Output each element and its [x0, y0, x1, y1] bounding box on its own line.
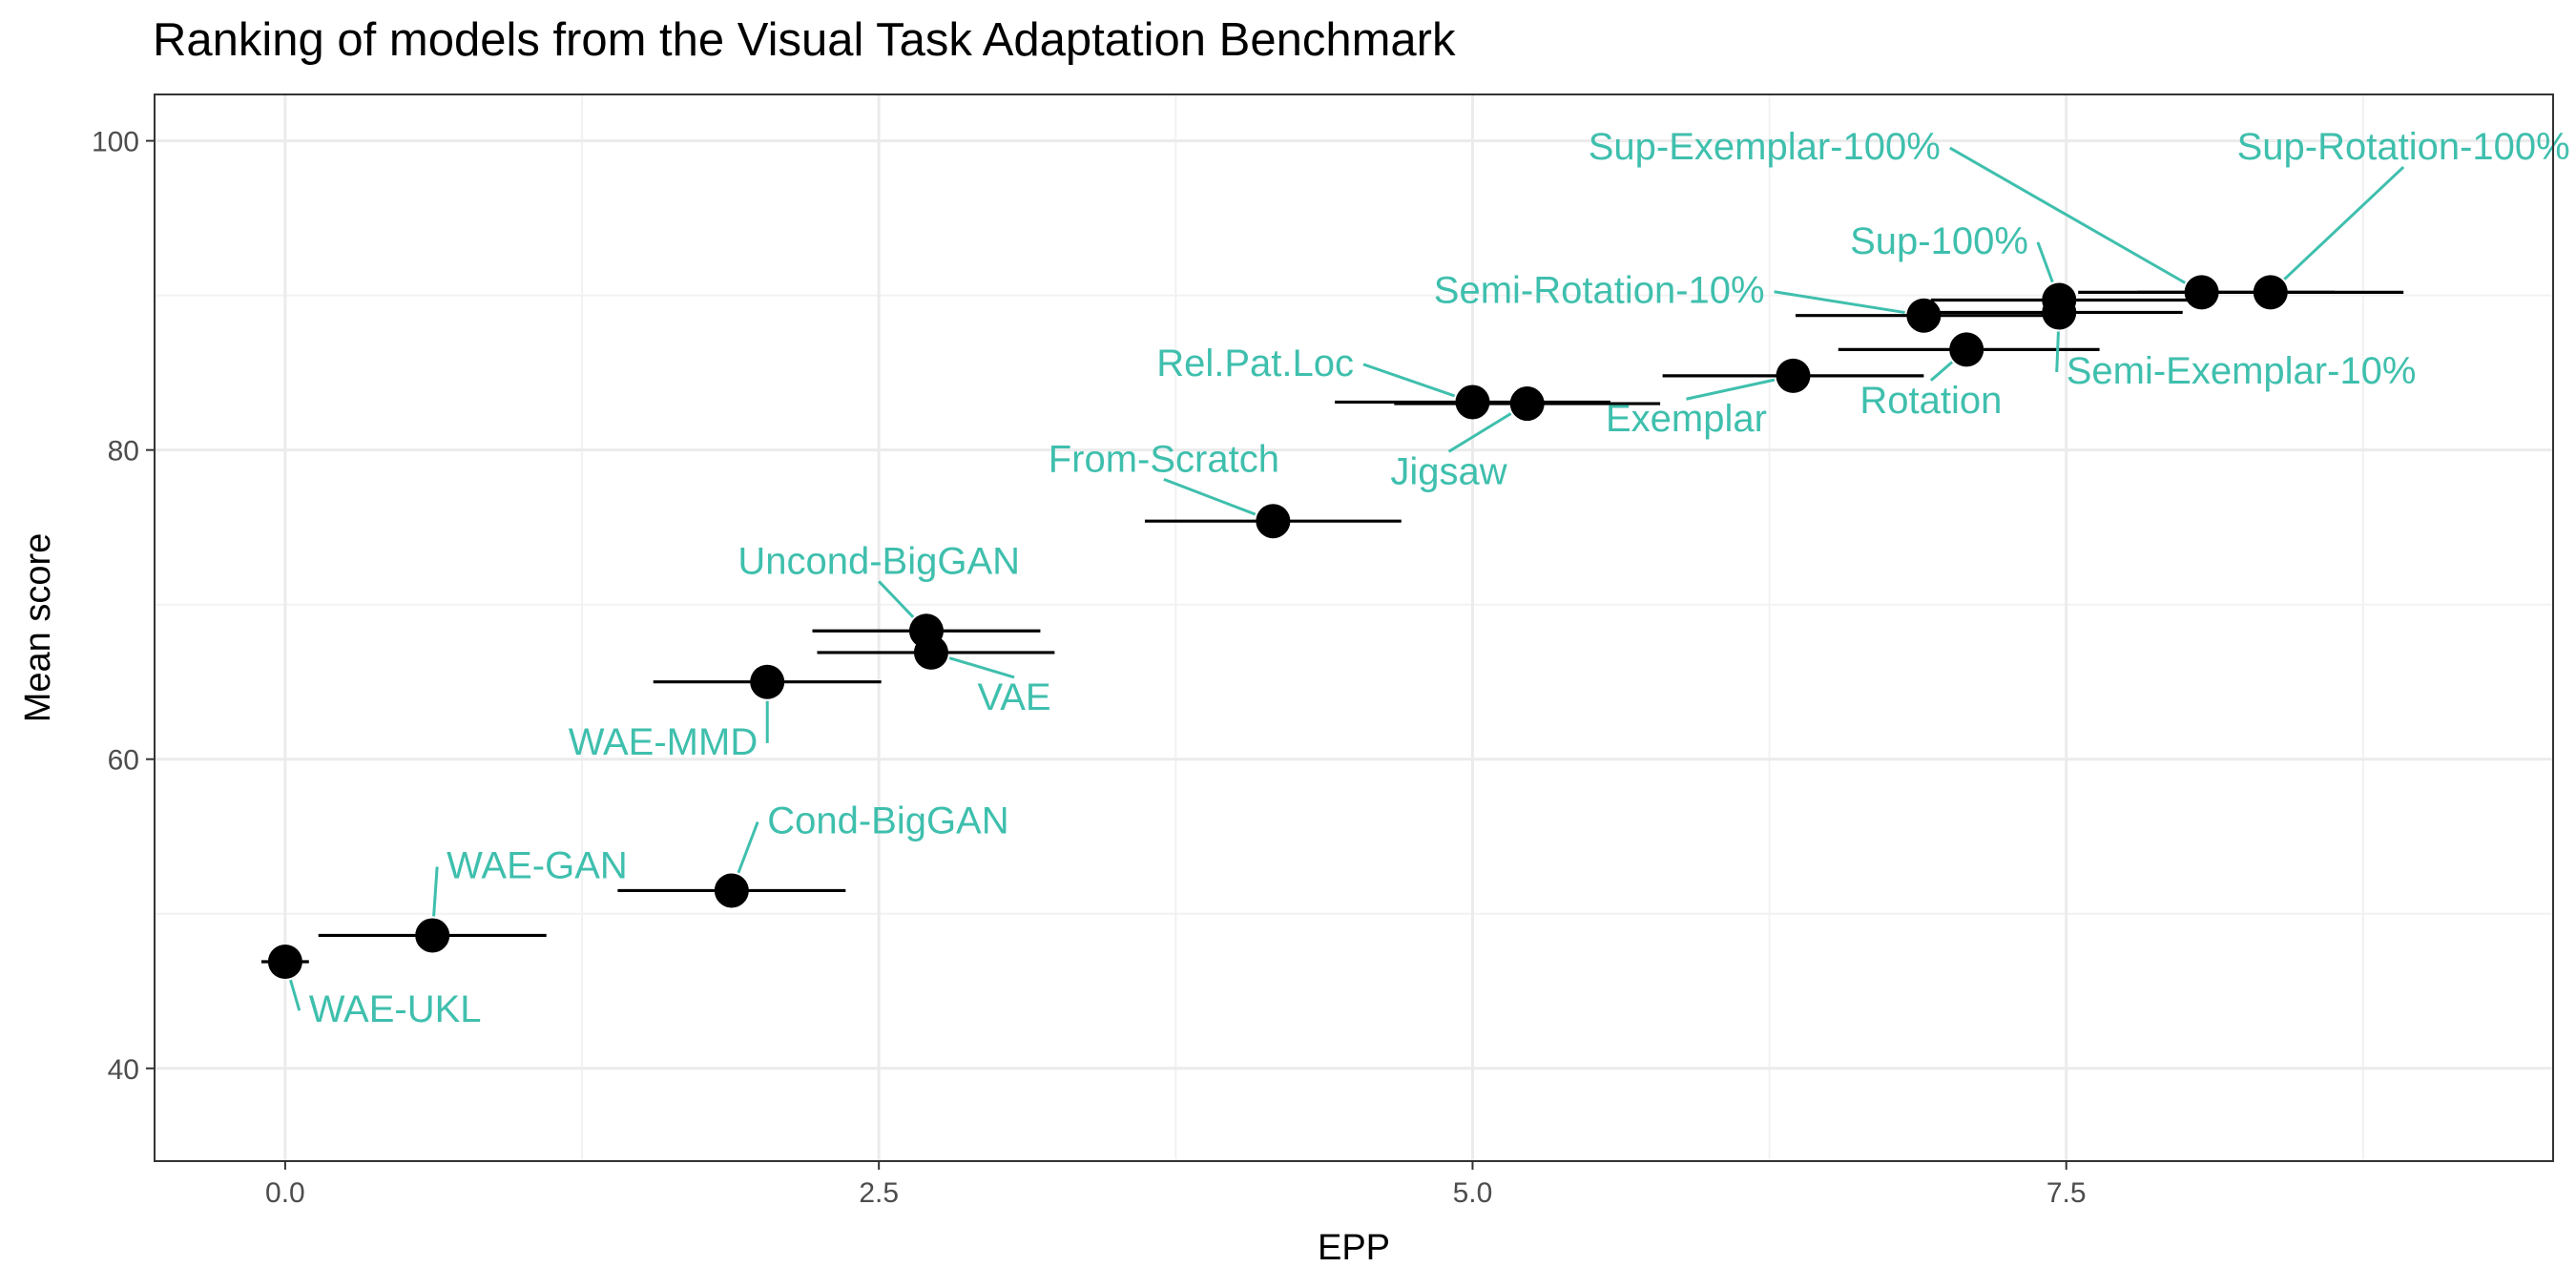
data-point	[415, 918, 450, 953]
data-point	[750, 664, 785, 699]
data-point	[1256, 504, 1291, 539]
leader-line	[289, 979, 301, 1011]
leader-line	[737, 821, 759, 874]
point-label: Cond-BigGAN	[767, 800, 1008, 841]
point-label: WAE-MMD	[569, 721, 758, 763]
y-tick-label: 40	[108, 1054, 139, 1086]
data-point	[913, 634, 948, 670]
data-point	[2184, 275, 2219, 310]
data-point	[267, 944, 302, 979]
leader-line	[1447, 412, 1512, 453]
point-label: From-Scratch	[1049, 438, 1279, 480]
point-label: Uncond-BigGAN	[737, 540, 1020, 582]
data-point	[2253, 275, 2288, 310]
plot-background	[155, 94, 2553, 1161]
point-label: Semi-Rotation-10%	[1434, 270, 1765, 312]
x-axis-title: EPP	[1318, 1228, 1390, 1268]
leader-line-layer	[289, 146, 2405, 1011]
x-axis: 0.0 2.5 5.0 7.5	[265, 1161, 2087, 1209]
point-label: Rotation	[1859, 380, 2002, 422]
point-label: Exemplar	[1606, 398, 1767, 440]
point-label: Jigsaw	[1390, 450, 1506, 492]
y-axis-title: Mean score	[18, 533, 58, 723]
leader-line	[2283, 165, 2405, 280]
y-tick-label: 60	[108, 745, 139, 777]
point-label: WAE-UKL	[309, 988, 482, 1030]
leader-line	[1362, 363, 1456, 398]
y-tick-label: 100	[92, 127, 139, 158]
chart-title: Ranking of models from the Visual Task A…	[153, 14, 1456, 66]
point-label: WAE-GAN	[447, 844, 628, 886]
x-tick-label: 5.0	[1453, 1177, 1493, 1209]
point-label: Sup-Rotation-100%	[2237, 126, 2570, 168]
data-point	[1509, 386, 1545, 422]
point-layer	[267, 275, 2288, 979]
y-tick-label: 80	[108, 436, 139, 467]
leader-line	[878, 580, 915, 618]
leader-line	[1929, 361, 1954, 382]
leader-line	[1686, 378, 1776, 401]
point-label: VAE	[978, 676, 1051, 718]
point-label: Sup-Exemplar-100%	[1589, 126, 1941, 168]
plot-panel-border	[154, 93, 2554, 1162]
leader-line	[2055, 331, 2060, 373]
x-tick-label: 0.0	[265, 1177, 305, 1209]
y-axis: 40 60 80 100	[92, 127, 155, 1086]
leader-line	[432, 866, 439, 917]
data-point	[1776, 358, 1811, 393]
leader-line	[2036, 241, 2054, 283]
point-label: Sup-100%	[1850, 220, 2028, 262]
point-label: Semi-Exemplar-10%	[2067, 350, 2417, 392]
data-point	[1906, 298, 1942, 333]
leader-line	[1949, 146, 2187, 284]
grid-layer	[155, 94, 2553, 1161]
leader-line	[948, 656, 1015, 679]
point-label: Rel.Pat.Loc	[1156, 343, 1354, 384]
leader-line	[1163, 477, 1257, 516]
data-point	[1455, 384, 1490, 420]
leader-line	[1774, 290, 1905, 315]
data-point	[2042, 282, 2077, 318]
x-tick-label: 2.5	[859, 1177, 899, 1209]
x-tick-label: 7.5	[2046, 1177, 2087, 1209]
data-point	[714, 873, 749, 908]
data-point	[1949, 332, 1984, 367]
